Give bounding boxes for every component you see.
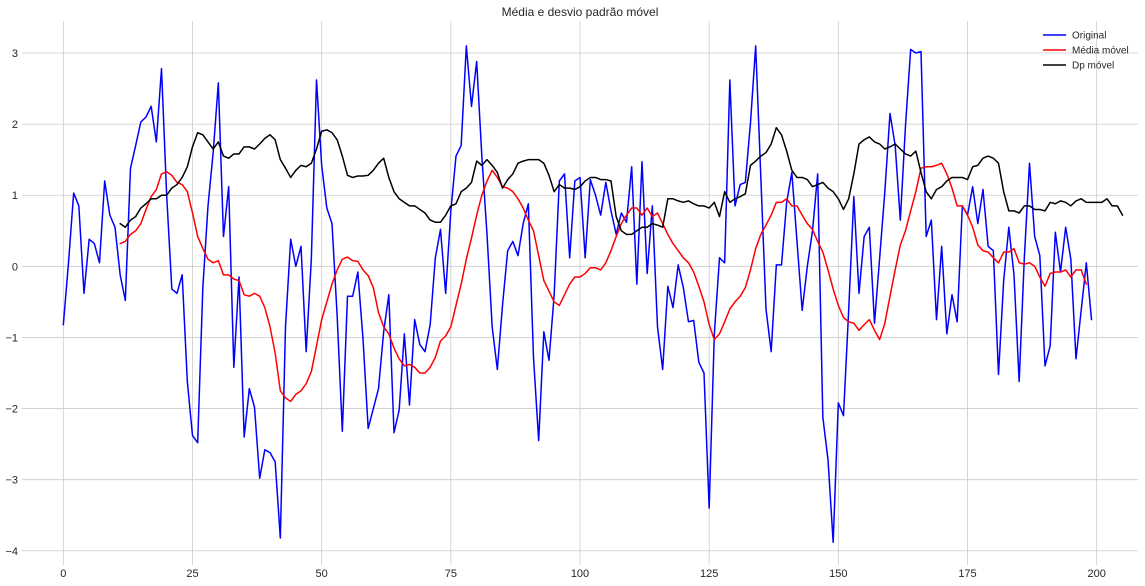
legend-label-0: Original	[1072, 31, 1106, 42]
legend: Original Média móvel Dp móvel	[1043, 31, 1129, 72]
x-tick-label-50: 50	[316, 568, 328, 580]
legend-label-2: Dp móvel	[1072, 61, 1114, 72]
x-tick-label-25: 25	[186, 568, 198, 580]
x-tick-labels: 0 25 50 75 100 125 150 175 200	[60, 568, 1106, 580]
x-tick-label-125: 125	[700, 568, 718, 580]
grid-lines	[22, 21, 1138, 565]
legend-label-1: Média móvel	[1072, 46, 1129, 57]
y-tick-label-7: −4	[5, 546, 18, 558]
series-line-1	[119, 162, 1088, 403]
y-tick-label-6: −3	[5, 475, 18, 487]
y-tick-label-3: 0	[12, 261, 18, 273]
x-tick-label-75: 75	[445, 568, 457, 580]
x-tick-label-175: 175	[958, 568, 976, 580]
y-tick-label-1: 2	[12, 119, 18, 131]
y-tick-label-2: 1	[12, 190, 18, 202]
y-tick-label-0: 3	[12, 48, 18, 60]
x-tick-label-150: 150	[829, 568, 847, 580]
x-tick-label-0: 0	[60, 568, 66, 580]
series-line-0	[62, 45, 1093, 543]
chart-title: Média e desvio padrão móvel	[502, 5, 659, 19]
x-tick-label-100: 100	[571, 568, 589, 580]
y-tick-label-4: −1	[5, 332, 18, 344]
x-tick-label-200: 200	[1087, 568, 1105, 580]
series-line-2	[119, 126, 1124, 236]
y-tick-labels: 3 2 1 0 −1 −2 −3 −4	[5, 48, 18, 558]
series-lines	[62, 45, 1124, 543]
y-tick-label-5: −2	[5, 404, 18, 416]
